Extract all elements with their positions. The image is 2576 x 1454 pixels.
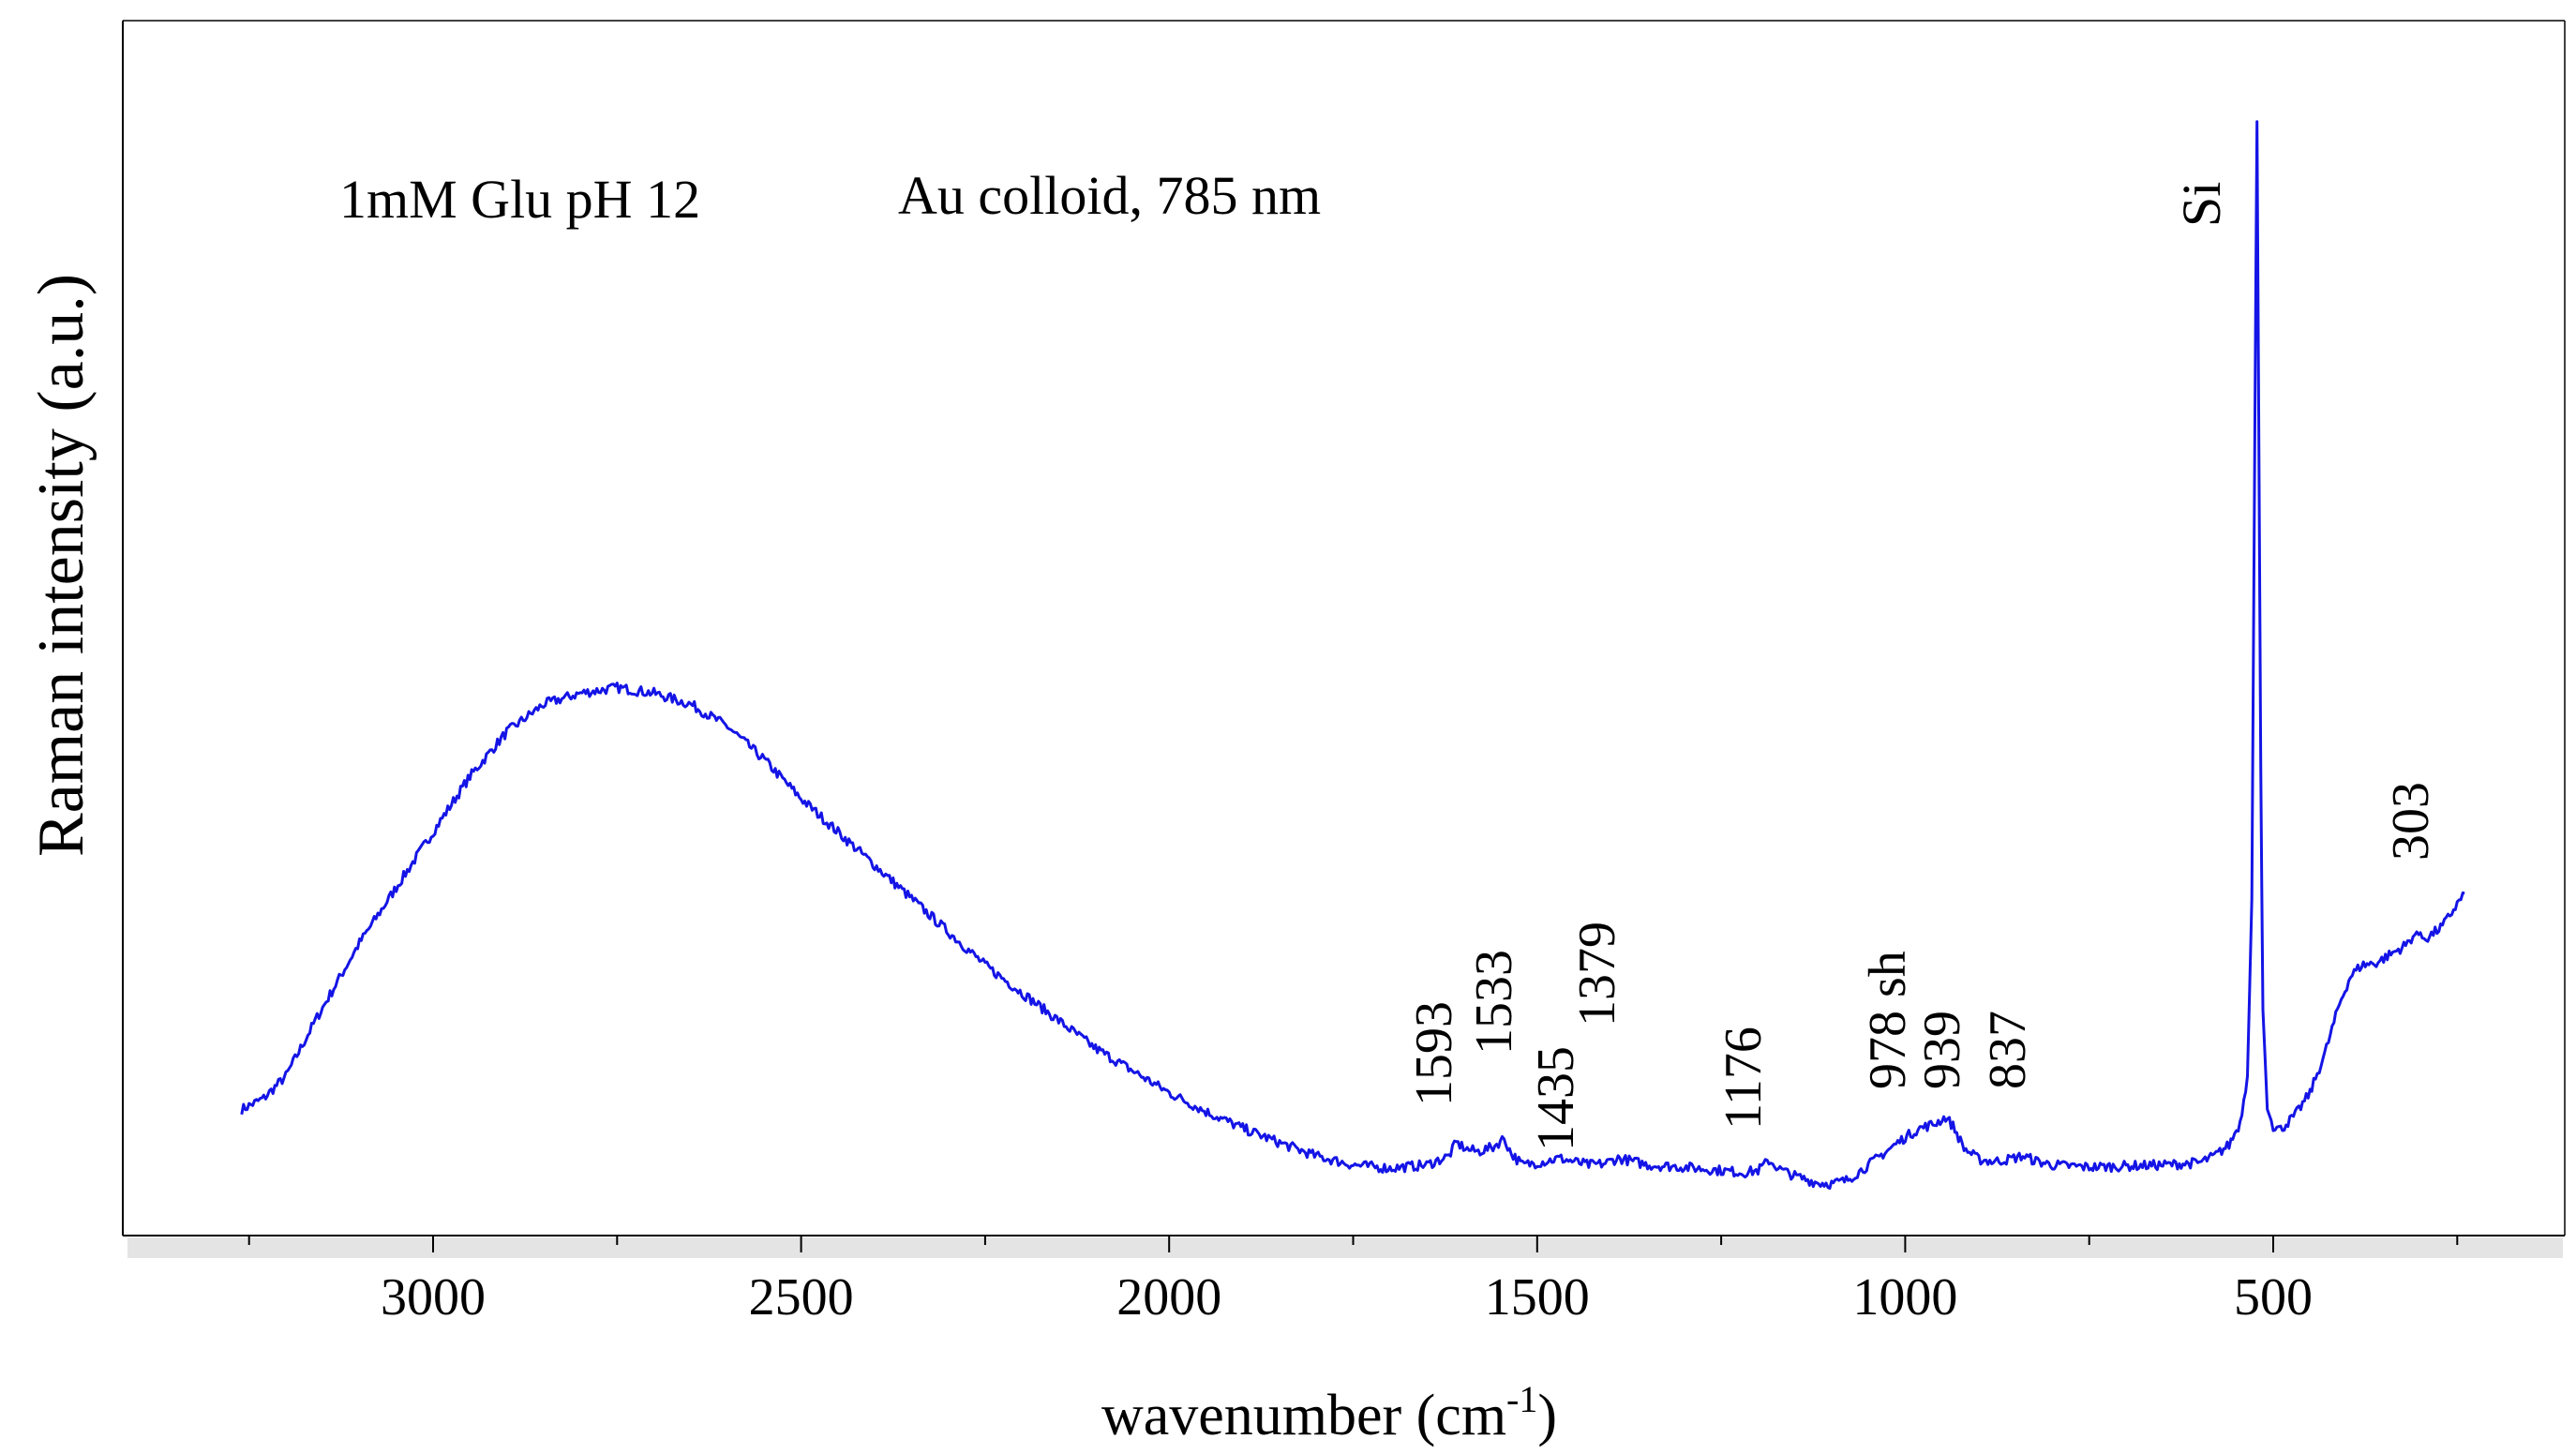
x-axis-title-exponent: -1	[1506, 1378, 1537, 1420]
peak-label-1379: 1379	[1568, 922, 1626, 1027]
peak-label-1593: 1593	[1405, 1001, 1463, 1106]
y-axis-title: Raman intensity (a.u.)	[25, 274, 97, 857]
x-tick-label-500: 500	[2234, 1268, 2313, 1327]
x-axis-tick-labels: 3000 2500 2000 1500 1000 500	[381, 1268, 2313, 1327]
x-axis-title: wavenumber (cm-1)	[1101, 1378, 1557, 1447]
x-axis-band	[127, 1237, 2563, 1258]
x-axis-title-suffix: )	[1537, 1384, 1557, 1447]
peak-label-1533: 1533	[1465, 950, 1523, 1055]
sample-annotation: 1mM Glu pH 12	[339, 169, 700, 230]
peak-label-978-sh: 978 sh	[1859, 951, 1917, 1089]
peak-label-1176: 1176	[1715, 1027, 1773, 1130]
series-line-sers-spectrum	[240, 120, 2465, 1191]
peak-label-939: 939	[1913, 1011, 1971, 1089]
x-tick-label-1500: 1500	[1485, 1268, 1590, 1327]
x-tick-label-2000: 2000	[1116, 1268, 1221, 1327]
x-tick-label-1000: 1000	[1852, 1268, 1957, 1327]
x-axis-title-main: wavenumber (cm	[1101, 1384, 1506, 1447]
x-axis-ticks	[247, 1236, 2459, 1252]
peak-label-si: Si	[2171, 182, 2232, 227]
peak-label-303: 303	[2382, 782, 2440, 861]
conditions-annotation: Au colloid, 785 nm	[898, 165, 1321, 226]
peak-label-1435: 1435	[1527, 1046, 1585, 1151]
peak-label-837: 837	[1979, 1011, 2037, 1089]
x-tick-label-3000: 3000	[381, 1268, 486, 1327]
x-tick-label-2500: 2500	[749, 1268, 854, 1327]
